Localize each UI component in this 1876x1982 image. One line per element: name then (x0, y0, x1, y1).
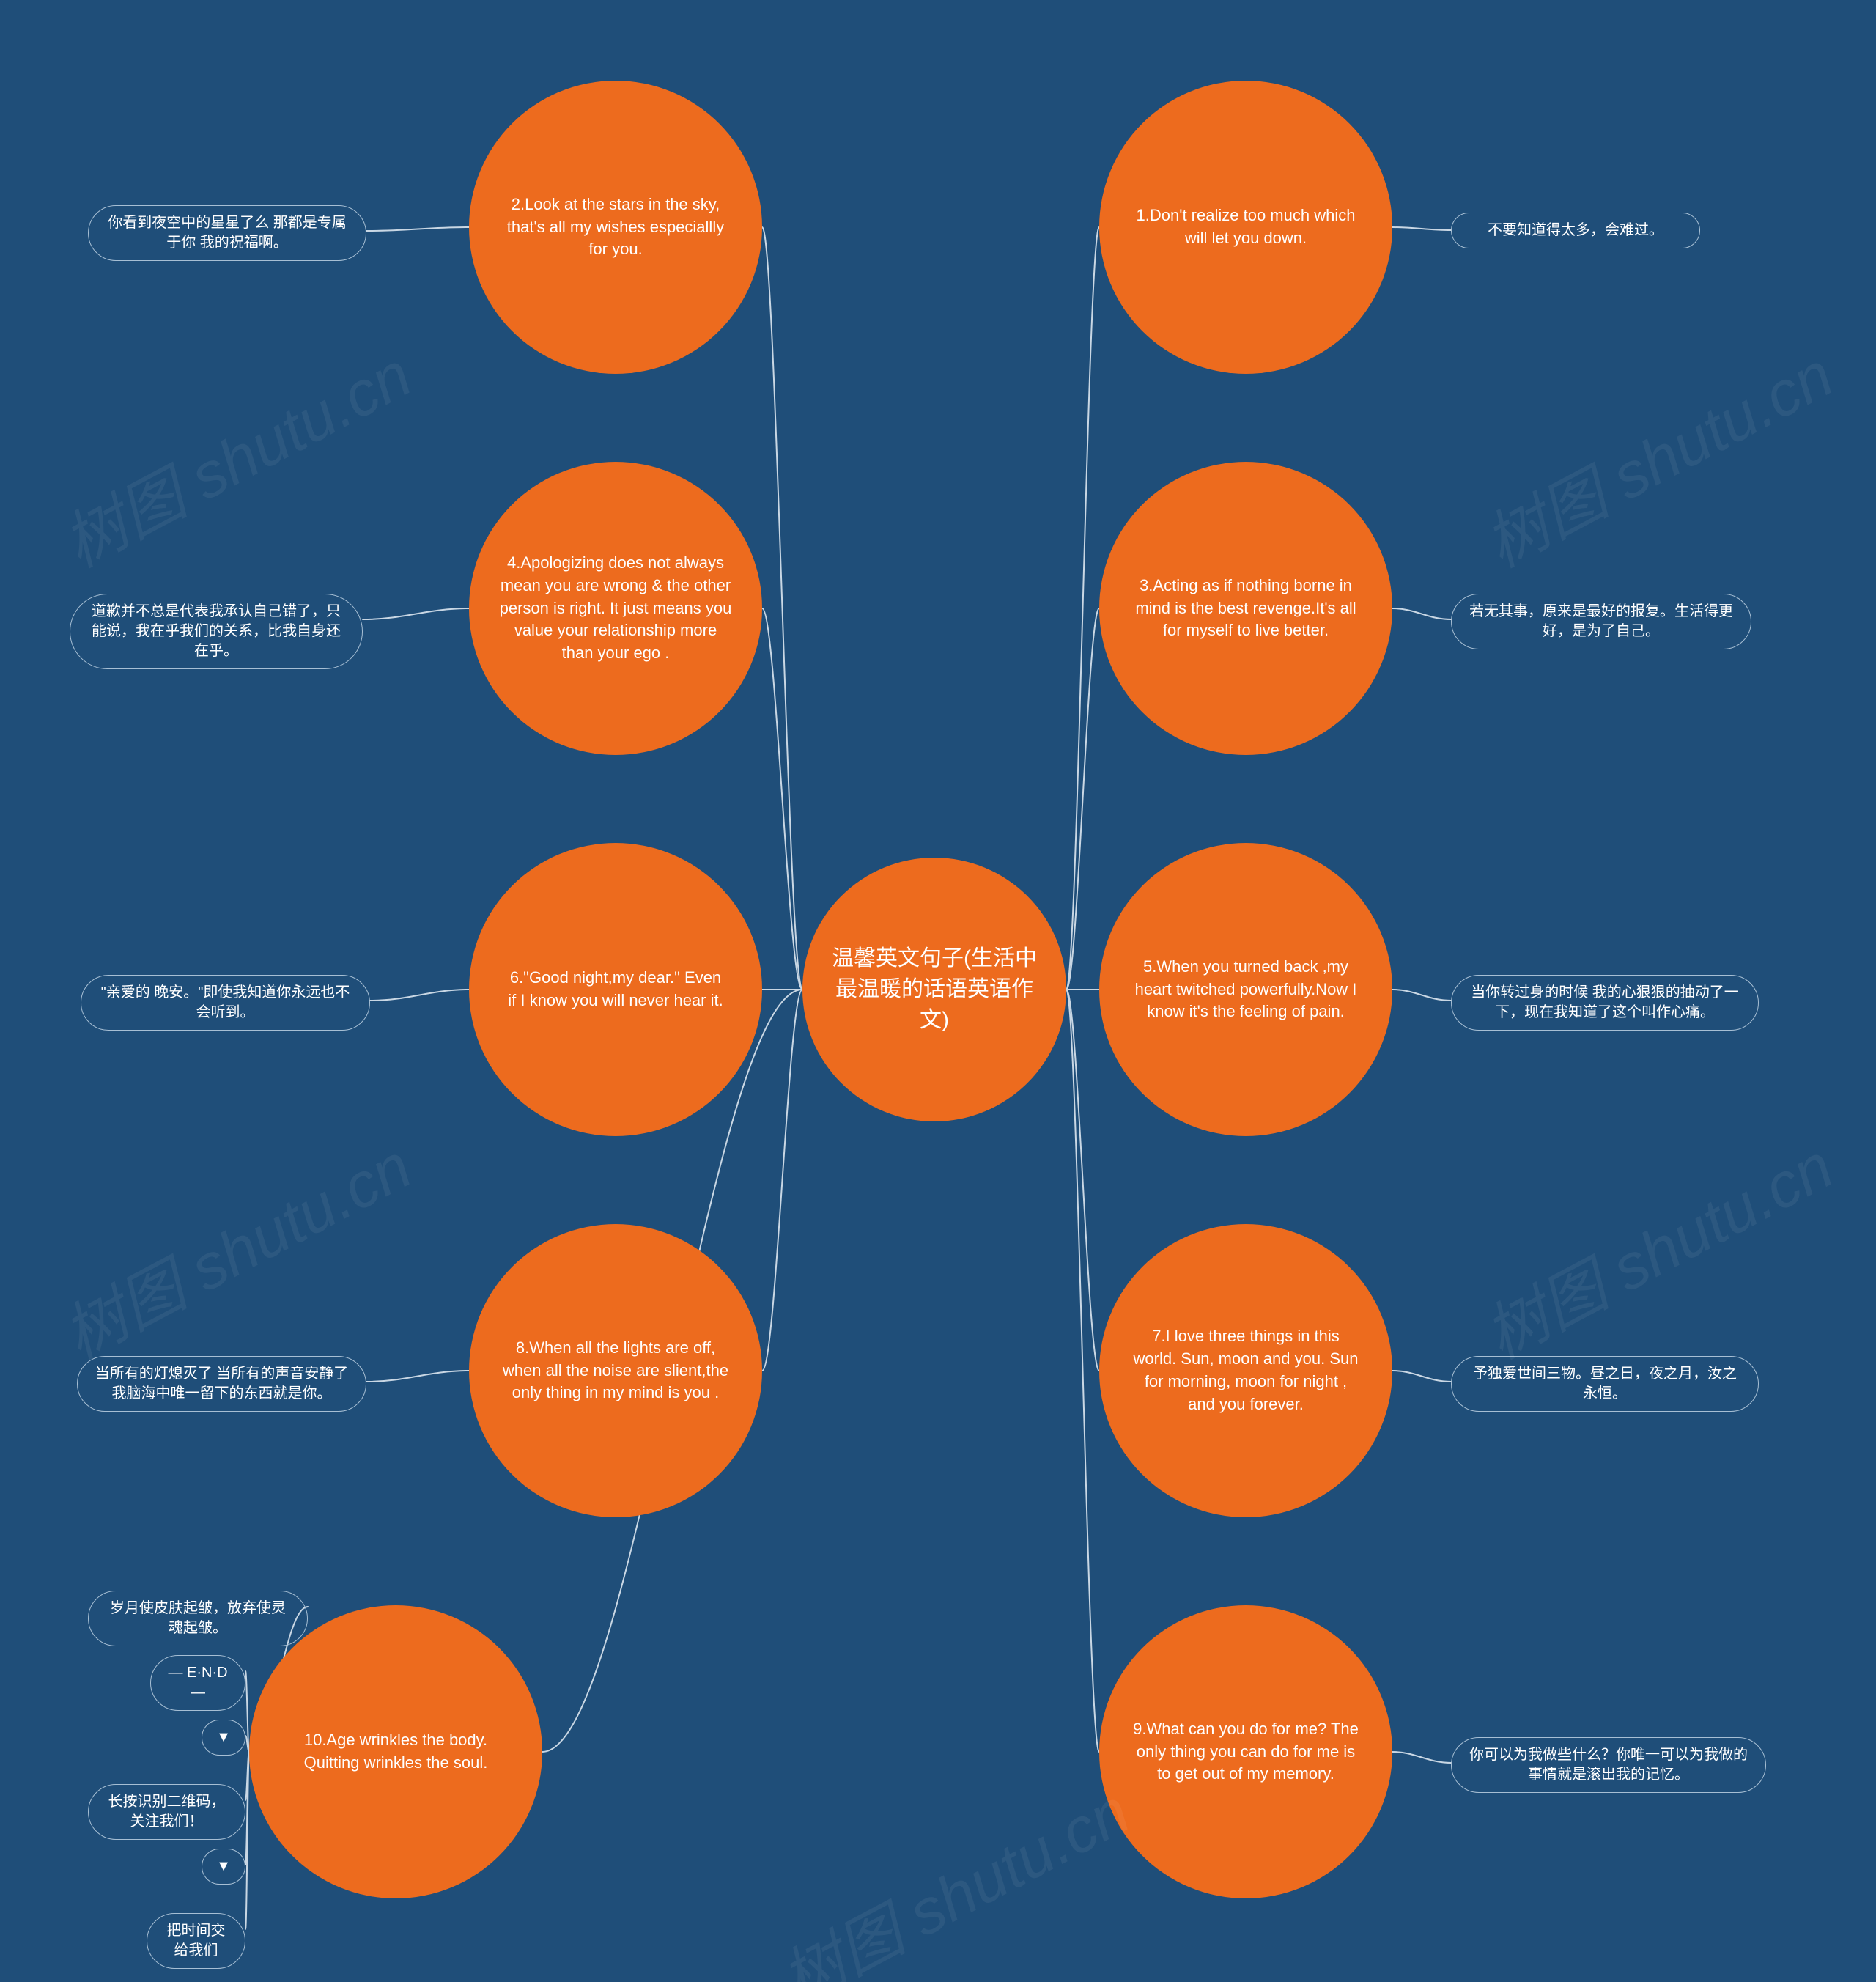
branch-node-label: 5.When you turned back ,my heart twitche… (1132, 956, 1359, 1023)
branch-node-label: 1.Don't realize too much which will let … (1136, 205, 1356, 250)
branch-node: 9.What can you do for me? The only thing… (1099, 1605, 1392, 1898)
leaf-box: 道歉并不总是代表我承认自己错了，只能说，我在乎我们的关系，比我自身还在乎。 (70, 594, 363, 669)
leaf-label: 长按识别二维码，关注我们！ (105, 1792, 229, 1832)
leaf-label: 把时间交给我们 (163, 1921, 229, 1961)
watermark: 树图 shutu.cn (1466, 325, 1847, 585)
leaf-label: — E·N·D — (167, 1663, 229, 1703)
leaf-label: "亲爱的 晚安。"即使我知道你永远也不会听到。 (97, 983, 353, 1023)
leaf-box: 长按识别二维码，关注我们！ (88, 1784, 245, 1840)
branch-node-label: 9.What can you do for me? The only thing… (1132, 1718, 1359, 1786)
branch-node: 1.Don't realize too much which will let … (1099, 81, 1392, 374)
leaf-label: 予独爱世间三物。昼之日，夜之月，汝之永恒。 (1468, 1364, 1742, 1404)
watermark: 树图 shutu.cn (1466, 1116, 1847, 1377)
branch-node-label: 4.Apologizing does not always mean you a… (498, 552, 733, 665)
branch-node: 4.Apologizing does not always mean you a… (469, 462, 762, 755)
watermark: 树图 shutu.cn (763, 1761, 1143, 1982)
branch-node: 2.Look at the stars in the sky, that's a… (469, 81, 762, 374)
leaf-label: ▼ (216, 1857, 231, 1876)
leaf-box: 岁月使皮肤起皱，放弃使灵魂起皱。 (88, 1591, 308, 1646)
leaf-box: ▼ (202, 1720, 245, 1756)
leaf-label: 道歉并不总是代表我承认自己错了，只能说，我在乎我们的关系，比我自身还在乎。 (86, 602, 346, 661)
branch-node-label: 6."Good night,my dear." Even if I know y… (506, 967, 725, 1012)
branch-node-label: 7.I love three things in this world. Sun… (1132, 1325, 1359, 1415)
branch-node-label: 10.Age wrinkles the body. Quitting wrink… (286, 1729, 506, 1775)
leaf-box: 当所有的灯熄灭了 当所有的声音安静了 我脑海中唯一留下的东西就是你。 (77, 1356, 366, 1412)
leaf-box: 予独爱世间三物。昼之日，夜之月，汝之永恒。 (1451, 1356, 1759, 1412)
branch-node: 10.Age wrinkles the body. Quitting wrink… (249, 1605, 542, 1898)
mindmap-canvas: 温馨英文句子(生活中最温暖的话语英语作文) 1.Don't realize to… (0, 0, 1876, 1982)
leaf-label: 当所有的灯熄灭了 当所有的声音安静了 我脑海中唯一留下的东西就是你。 (94, 1364, 350, 1404)
watermark: 树图 shutu.cn (45, 1116, 425, 1377)
branch-node: 6."Good night,my dear." Even if I know y… (469, 843, 762, 1136)
leaf-box: 当你转过身的时候 我的心狠狠的抽动了一下，现在我知道了这个叫作心痛。 (1451, 975, 1759, 1031)
watermark: 树图 shutu.cn (45, 325, 425, 585)
leaf-label: ▼ (216, 1728, 231, 1747)
leaf-label: 若无其事，原来是最好的报复。生活得更好，是为了自己。 (1468, 602, 1735, 641)
branch-node: 5.When you turned back ,my heart twitche… (1099, 843, 1392, 1136)
leaf-box: ▼ (202, 1849, 245, 1885)
leaf-box: 你看到夜空中的星星了么 那都是专属于你 我的祝福啊。 (88, 205, 366, 261)
leaf-label: 当你转过身的时候 我的心狠狠的抽动了一下，现在我知道了这个叫作心痛。 (1468, 983, 1742, 1023)
leaf-box: "亲爱的 晚安。"即使我知道你永远也不会听到。 (81, 975, 370, 1031)
branch-node-label: 2.Look at the stars in the sky, that's a… (506, 194, 725, 261)
leaf-box: 若无其事，原来是最好的报复。生活得更好，是为了自己。 (1451, 594, 1751, 649)
leaf-box: 不要知道得太多，会难过。 (1451, 213, 1700, 248)
branch-node-label: 8.When all the lights are off, when all … (502, 1337, 729, 1404)
leaf-label: 你可以为我做些什么？你唯一可以为我做的事情就是滚出我的记忆。 (1468, 1745, 1749, 1785)
branch-node: 8.When all the lights are off, when all … (469, 1224, 762, 1517)
branch-node: 7.I love three things in this world. Sun… (1099, 1224, 1392, 1517)
center-node: 温馨英文句子(生活中最温暖的话语英语作文) (802, 858, 1066, 1121)
leaf-box: 你可以为我做些什么？你唯一可以为我做的事情就是滚出我的记忆。 (1451, 1737, 1766, 1793)
center-node-label: 温馨英文句子(生活中最温暖的话语英语作文) (832, 943, 1037, 1036)
leaf-label: 不要知道得太多，会难过。 (1488, 221, 1663, 240)
branch-node: 3.Acting as if nothing borne in mind is … (1099, 462, 1392, 755)
leaf-label: 你看到夜空中的星星了么 那都是专属于你 我的祝福啊。 (105, 213, 350, 253)
branch-node-label: 3.Acting as if nothing borne in mind is … (1132, 575, 1359, 642)
leaf-box: 把时间交给我们 (147, 1913, 245, 1969)
leaf-label: 岁月使皮肤起皱，放弃使灵魂起皱。 (105, 1599, 291, 1638)
leaf-box: — E·N·D — (150, 1655, 245, 1711)
